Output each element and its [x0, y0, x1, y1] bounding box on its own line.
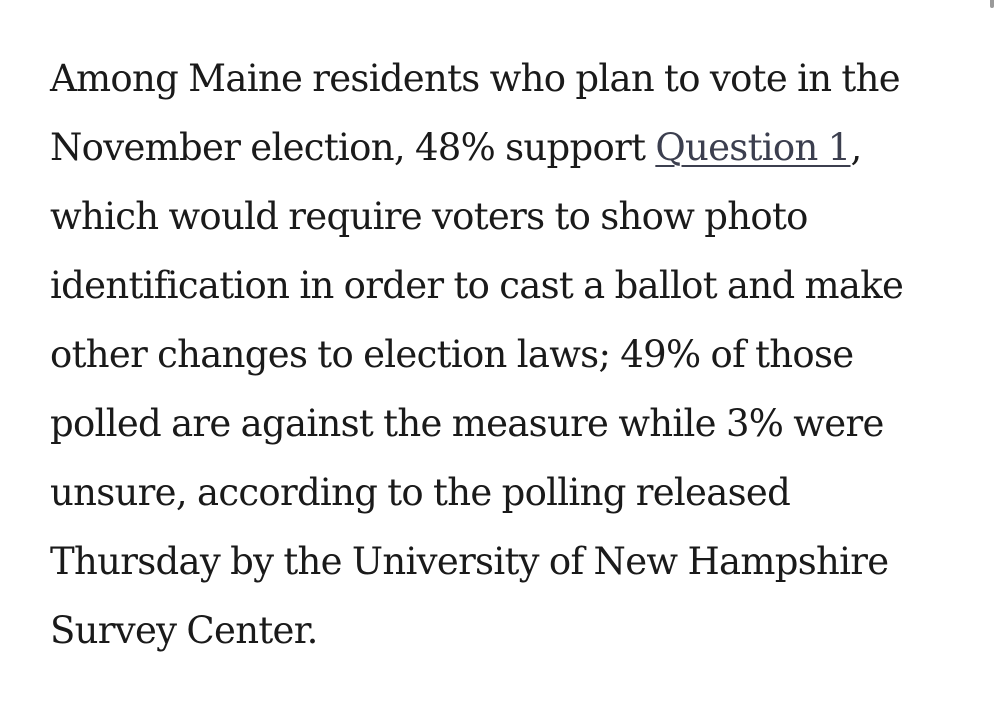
paragraph-text-start: Among Maine residents who plan to vote i… — [50, 57, 901, 169]
paragraph-text-end: , which would require voters to show pho… — [50, 126, 904, 652]
article-paragraph: Among Maine residents who plan to vote i… — [50, 44, 960, 665]
scrollbar[interactable] — [990, 0, 994, 8]
question-1-link[interactable]: Question 1 — [655, 126, 851, 169]
